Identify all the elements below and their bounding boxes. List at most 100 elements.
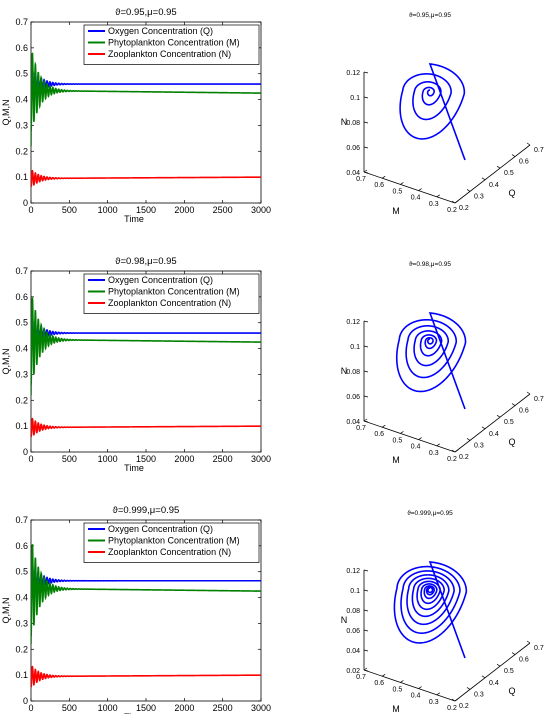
x-tick-label: 3000: [251, 454, 271, 464]
series-line-1: [31, 65, 261, 104]
y-tick-label: 0.3: [15, 618, 28, 628]
legend: Oxygen Concentration (Q) Phytoplankton Co…: [83, 273, 260, 314]
x-tick-label: 500: [62, 703, 77, 713]
y-axis-label: Q,M,N: [1, 349, 11, 375]
n-tick-label: 0.1: [350, 95, 360, 102]
m-tick-label: 0.3: [429, 201, 439, 208]
m-tick-label: 0.6: [374, 680, 384, 687]
phase-portrait-4: ϑ=0.98,μ=0.95 0.04 0.06 0.08 0.1 0.12 N 0.7 0.6 0…: [341, 261, 544, 465]
m-tick-label: 0.4: [411, 195, 421, 202]
n-tick: [363, 629, 369, 632]
m-tick-label: 0.3: [429, 699, 439, 706]
n-tick: [363, 569, 369, 572]
y-axis-label: Q,M,N: [1, 100, 11, 126]
legend-entry: Oxygen Concentration (Q): [108, 26, 213, 36]
m-tick: [400, 680, 404, 683]
y-tick-label: 0.1: [15, 421, 28, 431]
q-tick-label: 0.5: [504, 419, 514, 426]
series-line-1: [31, 561, 261, 602]
m-axis-label: M: [392, 455, 400, 465]
series-line-2: [31, 543, 261, 645]
m-tick: [418, 188, 422, 191]
y-tick-label: 0: [23, 447, 28, 457]
q-axis-label: Q: [508, 437, 515, 447]
q-tick: [511, 154, 516, 157]
x-axis-label: Time: [124, 214, 144, 224]
x-tick-label: 1000: [98, 205, 118, 215]
n-tick: [363, 171, 369, 174]
q-tick: [481, 675, 486, 679]
n-axis-label: N: [341, 615, 348, 625]
legend: Oxygen Concentration (Q) Phytoplankton Co…: [83, 522, 260, 563]
n-tick-label: 0.02: [346, 668, 360, 675]
x-tick-label: 1500: [136, 454, 156, 464]
legend-entry: Zooplankton Concentration (N): [108, 547, 231, 557]
n-tick-label: 0.12: [346, 70, 360, 77]
n-tick: [363, 669, 369, 672]
m-tick: [363, 418, 368, 422]
m-tick-label: 0.7: [356, 425, 366, 432]
m-tick: [436, 443, 440, 447]
n-tick: [363, 649, 369, 652]
n-tick-label: 0.06: [346, 628, 360, 635]
m-tick-label: 0.7: [356, 176, 366, 183]
n-tick: [363, 420, 369, 423]
y-tick-label: 0.7: [15, 17, 28, 27]
legend-box: [83, 24, 260, 65]
y-tick-label: 0.7: [15, 266, 28, 276]
y-tick-label: 0.4: [15, 344, 28, 354]
series-line-3: [31, 417, 261, 438]
q-axis: [454, 642, 531, 702]
x-tick-label: 2500: [213, 703, 233, 713]
m-tick: [454, 449, 459, 453]
n-tick-label: 0.08: [346, 369, 360, 376]
m-tick-label: 0.6: [374, 182, 384, 189]
q-tick-label: 0.6: [519, 408, 529, 415]
m-tick: [363, 667, 368, 671]
chart-title: ϑ=0.98,μ=0.95: [115, 256, 176, 267]
x-axis-label: Time: [124, 712, 144, 714]
m-tick: [436, 692, 440, 696]
n-tick-label: 0.06: [346, 145, 360, 152]
y-tick-label: 0.3: [15, 369, 28, 379]
legend-entry: Phytoplankton Concentration (M): [108, 536, 240, 546]
q-tick-label: 0.2: [459, 205, 469, 212]
series-line-2: [31, 297, 261, 396]
chart-title: ϑ=0.999,μ=0.95: [407, 510, 453, 517]
n-tick-label: 0.04: [346, 170, 360, 177]
q-axis-label: Q: [508, 188, 515, 198]
y-tick-label: 0.4: [15, 593, 28, 603]
n-tick: [363, 320, 369, 323]
timeseries-chart-5: ϑ=0.999,μ=0.95 0 500 1000 1500 2000 2500 3000 0 0…: [1, 505, 271, 714]
q-tick-label: 0.4: [489, 680, 499, 687]
m-axis-label: M: [392, 704, 400, 714]
x-tick-label: 500: [62, 454, 77, 464]
x-tick-label: 3000: [251, 205, 271, 215]
legend-entry: Oxygen Concentration (Q): [108, 275, 213, 285]
legend-box: [83, 522, 260, 563]
n-tick: [363, 345, 369, 348]
phase-portrait-6: ϑ=0.999,μ=0.95 0.02 0.04 0.06 0.08 0.1 0.12 N 0.…: [341, 510, 544, 714]
x-tick-label: 1500: [136, 703, 156, 713]
y-tick-label: 0.1: [15, 670, 28, 680]
x-axis-label: Time: [124, 463, 144, 473]
q-axis: [454, 144, 531, 204]
m-tick-label: 0.2: [447, 456, 457, 463]
m-tick: [454, 698, 459, 702]
q-tick: [526, 142, 531, 146]
m-tick: [400, 431, 404, 434]
x-tick-label: 0: [28, 703, 33, 713]
trajectory-line: [399, 63, 466, 161]
q-axis: [454, 393, 531, 453]
m-tick-label: 0.2: [447, 705, 457, 712]
y-tick-label: 0.6: [15, 43, 28, 53]
m-tick-label: 0.3: [429, 450, 439, 457]
phase-portrait-2: ϑ=0.95,μ=0.95 0.04 0.06 0.08 0.1 0.12 N 0.7 0.6 0…: [341, 12, 544, 216]
series-line-1: [31, 314, 261, 353]
m-tick-label: 0.5: [393, 188, 403, 195]
x-tick-label: 1000: [98, 454, 118, 464]
m-tick: [382, 175, 386, 179]
x-tick-label: 0: [28, 205, 33, 215]
q-tick-label: 0.6: [519, 159, 529, 166]
